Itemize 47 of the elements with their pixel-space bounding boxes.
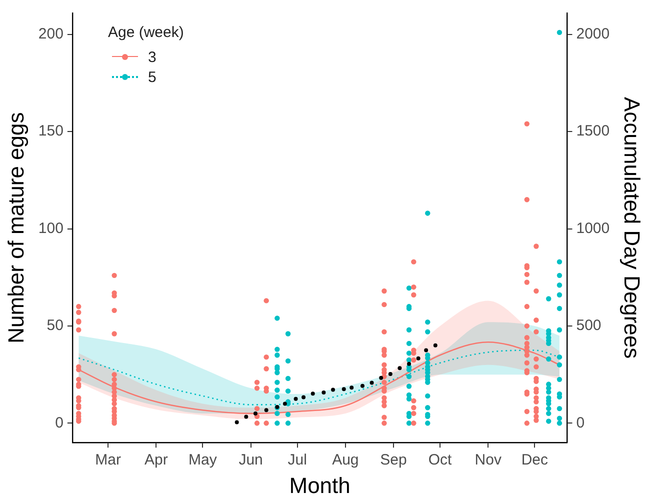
y-tick-label: 0 <box>55 414 64 432</box>
point <box>331 388 336 392</box>
x-tick-label: Aug <box>332 452 359 469</box>
point <box>264 408 268 412</box>
x-tick-label: Sep <box>380 452 407 469</box>
y2-tick-label: 500 <box>576 317 602 334</box>
point <box>253 411 258 416</box>
point <box>342 387 346 392</box>
point <box>407 362 412 366</box>
point <box>322 390 326 394</box>
x-tick-label: Nov <box>474 452 502 469</box>
point <box>302 395 306 400</box>
y2-tick-label: 1500 <box>576 122 610 140</box>
x-tick-label: Oct <box>428 452 453 469</box>
point <box>234 420 239 424</box>
legend-label: 5 <box>148 68 156 86</box>
point <box>244 414 248 419</box>
x-axis-title: Month <box>289 472 350 498</box>
y2-axis-title: Accumulated Day Degrees <box>620 96 645 359</box>
point <box>398 366 402 370</box>
point <box>310 392 315 396</box>
point <box>360 384 364 388</box>
y2-tick-label: 1000 <box>576 220 610 237</box>
x-tick-label: Mar <box>95 452 122 469</box>
y-axis-title: Number of mature eggs <box>3 112 28 344</box>
point <box>370 380 374 385</box>
y-tick-label: 200 <box>38 26 64 43</box>
point <box>388 372 392 376</box>
point <box>350 386 354 390</box>
point <box>282 402 287 406</box>
x-tick-label: Jun <box>238 452 263 469</box>
y-tick-label: 150 <box>38 122 64 140</box>
y-tick-label: 100 <box>38 220 64 237</box>
y-tick-label: 50 <box>46 317 64 334</box>
point <box>379 376 384 380</box>
legend-title: Age (week) <box>108 24 184 41</box>
point <box>294 396 298 401</box>
legend-label: 3 <box>148 48 156 66</box>
point <box>416 356 420 360</box>
y2-tick-label: 0 <box>576 414 585 432</box>
x-tick-label: Jul <box>288 452 307 469</box>
point <box>424 348 428 352</box>
x-tick-label: Apr <box>144 452 168 469</box>
x-tick-label: Dec <box>521 452 548 469</box>
x-tick-label: May <box>188 452 218 469</box>
point <box>433 343 438 348</box>
y2-tick-label: 2000 <box>576 26 610 43</box>
